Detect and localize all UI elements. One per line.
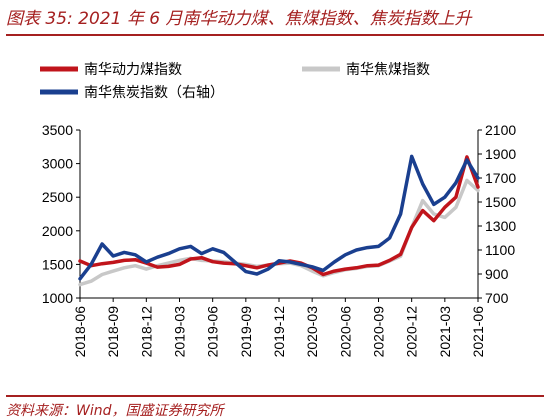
x-tick-label: 2020-09 [371, 306, 387, 358]
y-right-tick-label: 2100 [485, 122, 516, 138]
legend-label-thermal-coal: 南华动力煤指数 [84, 62, 182, 78]
x-tick-label: 2020-03 [304, 306, 320, 358]
figure-title: 图表 35: 2021 年 6 月南华动力煤、焦煤指数、焦炭指数上升 [6, 4, 544, 36]
line-chart: 南华动力煤指数 南华焦煤指数 南华焦炭指数（右轴） 1000 1500 2000 25… [40, 62, 517, 357]
figure-title-prefix: 图表 35: [6, 9, 73, 29]
y-left-tick-label: 2000 [42, 223, 73, 239]
series-layer [78, 154, 480, 287]
x-tick-label: 2019-09 [238, 306, 254, 358]
figure-source: 资料来源：Wind，国盛证券研究所 [6, 395, 544, 420]
y-right-tick-label: 1700 [485, 170, 516, 186]
x-tick-label: 2018-06 [72, 306, 88, 358]
y-right-tick-label: 1900 [485, 146, 516, 162]
y-left-tick-label: 3500 [42, 122, 73, 138]
y-right-tick-label: 700 [485, 290, 509, 306]
x-tick-label: 2019-12 [271, 306, 287, 358]
axes: 1000 1500 2000 2500 3000 3500 700 900 1100 1300 15… [42, 122, 517, 357]
x-tick-label: 2019-03 [172, 306, 188, 358]
y-right-tick-label: 900 [485, 266, 509, 282]
series-line-coking-coal [78, 178, 480, 287]
figure-title-text: 2021 年 6 月南华动力煤、焦煤指数、焦炭指数上升 [78, 9, 472, 29]
x-tick-label: 2019-06 [205, 306, 221, 358]
y-left-tick-label: 2500 [42, 189, 73, 205]
series-line-coke [78, 154, 480, 281]
y-left-tick-label: 3000 [42, 156, 73, 172]
y-right-tick-label: 1300 [485, 218, 516, 234]
x-tick-label: 2020-12 [404, 306, 420, 358]
y-right-tick-label: 1500 [485, 194, 516, 210]
y-left-tick-label: 1500 [42, 256, 73, 272]
x-tick-label: 2018-09 [105, 306, 121, 358]
x-tick-label: 2018-12 [138, 306, 154, 358]
y-right-tick-label: 1100 [485, 242, 515, 258]
x-tick-label: 2021-06 [470, 306, 486, 358]
legend-label-coke: 南华焦炭指数（右轴） [84, 85, 224, 101]
legend-label-coking-coal: 南华焦煤指数 [346, 62, 430, 78]
y-left-tick-label: 1000 [42, 290, 73, 306]
legend: 南华动力煤指数 南华焦煤指数 南华焦炭指数（右轴） [40, 62, 430, 101]
x-tick-label: 2020-06 [337, 306, 353, 358]
x-tick-label: 2021-03 [437, 306, 453, 358]
